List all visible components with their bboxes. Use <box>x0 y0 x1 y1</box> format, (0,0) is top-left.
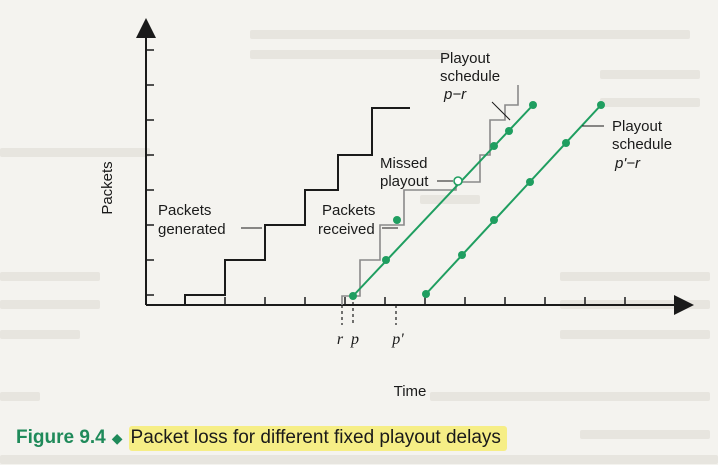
y-axis-label: Packets <box>99 161 116 214</box>
figure-number: Figure 9.4 <box>16 427 106 448</box>
playout-schedule-p-line <box>352 104 534 297</box>
y-axis-ticks <box>146 49 154 296</box>
time-markers <box>341 296 397 325</box>
annotation-leaders <box>241 101 604 229</box>
figure-caption-text: Packet loss for different fixed playout … <box>128 425 507 451</box>
playout-delay-diagram: Packets Time r p p' Packets generated Pa… <box>99 18 694 400</box>
x-axis-ticks <box>184 297 626 305</box>
tick-label-p: p <box>350 331 359 348</box>
label-missed-playout-2: playout <box>380 173 429 190</box>
label-packets-generated-1: Packets <box>158 202 211 219</box>
label-missed-playout-1: Missed <box>380 155 428 172</box>
label-schedule-p-2: schedule <box>440 68 500 85</box>
diamond-icon: ◆ <box>111 429 123 446</box>
packets-received-line <box>341 85 519 305</box>
label-schedule-p-prime-2: schedule <box>612 136 672 153</box>
playout-schedule-p-prime-points <box>422 101 605 298</box>
missed-playout-point <box>453 176 463 186</box>
figure-caption: Figure 9.4 ◆ Packet loss for different f… <box>16 424 507 452</box>
label-schedule-p-3: p−r <box>443 86 467 103</box>
label-packets-generated-2: generated <box>158 221 226 238</box>
tick-label-p-prime: p' <box>391 331 404 348</box>
label-packets-received-1: Packets <box>322 202 375 219</box>
label-schedule-p-prime-3: p'−r <box>614 155 641 172</box>
packets-generated-line <box>184 107 410 305</box>
label-schedule-p-prime-1: Playout <box>612 118 663 135</box>
label-schedule-p-1: Playout <box>440 50 491 67</box>
playout-schedule-p-points <box>349 101 537 300</box>
label-packets-received-2: received <box>318 221 375 238</box>
tick-label-r: r <box>337 331 344 348</box>
playout-schedule-p-prime-line <box>425 104 602 295</box>
x-axis-label: Time <box>394 383 427 400</box>
